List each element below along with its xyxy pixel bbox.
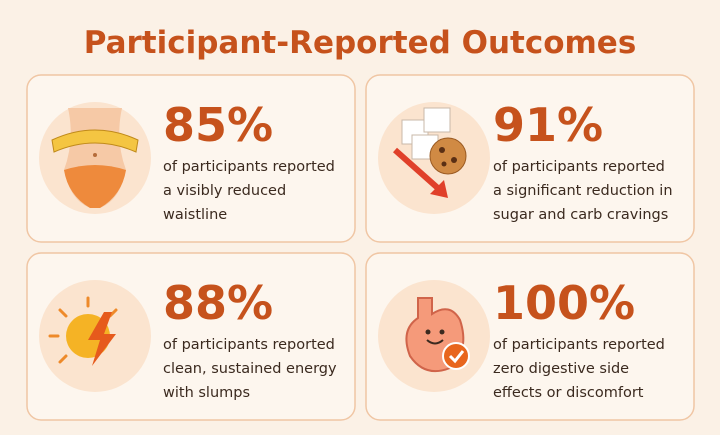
stat-description: sugar and carb cravings — [493, 207, 668, 223]
stat-value: 91% — [493, 98, 603, 152]
stat-value: 85% — [163, 98, 273, 152]
stat-description: clean, sustained energy — [163, 361, 337, 377]
stat-value: 88% — [163, 276, 273, 330]
cravings-icon — [378, 102, 490, 214]
waist-icon — [39, 102, 151, 214]
stat-description: a significant reduction in — [493, 183, 673, 199]
stat-description: effects or discomfort — [493, 385, 644, 401]
stat-description: of participants reported — [163, 159, 335, 175]
energy-icon — [39, 280, 151, 392]
stat-description: zero digestive side — [493, 361, 629, 377]
stat-value: 100% — [493, 276, 635, 330]
stat-description: with slumps — [163, 385, 250, 401]
stat-description: a visibly reduced — [163, 183, 286, 199]
stat-description: of participants reported — [163, 337, 335, 353]
stat-description: of participants reported — [493, 159, 665, 175]
stat-description: of participants reported — [493, 337, 665, 353]
stomach-icon — [378, 280, 490, 392]
page-title: Participant-Reported Outcomes — [84, 25, 637, 61]
stat-description: waistline — [163, 207, 227, 223]
